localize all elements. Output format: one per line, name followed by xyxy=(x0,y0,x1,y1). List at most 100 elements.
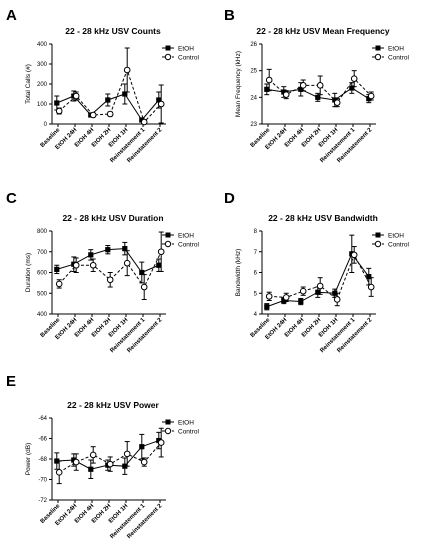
data-point xyxy=(141,284,147,290)
data-point xyxy=(54,100,59,105)
y-tick-label: -66 xyxy=(38,437,47,443)
data-point xyxy=(158,440,164,446)
legend-marker xyxy=(376,233,381,238)
y-tick-label: 7 xyxy=(254,250,258,256)
data-point xyxy=(156,263,161,268)
panel-letter: D xyxy=(224,190,235,207)
panel-d: D 22 - 28 kHz USV Bandwidth 4 5 6 7 8 Bandwidth… xyxy=(224,190,410,354)
y-tick-label: 300 xyxy=(37,62,48,68)
chart-title: 22 - 28 kHz USV Bandwidth xyxy=(268,213,378,223)
y-tick-label: 23 xyxy=(250,122,257,128)
data-point xyxy=(90,452,96,458)
legend: EtOH Control xyxy=(162,419,200,435)
data-point xyxy=(88,467,93,472)
y-tick-label: 8 xyxy=(254,229,258,235)
data-point xyxy=(105,97,110,102)
panel-letter: C xyxy=(6,190,17,207)
legend-marker xyxy=(166,46,171,51)
data-point xyxy=(334,100,340,106)
legend-marker xyxy=(166,420,171,425)
data-point xyxy=(351,76,357,82)
y-tick-label: 700 xyxy=(37,250,48,256)
data-point xyxy=(158,249,164,255)
data-point xyxy=(334,297,340,303)
legend-label: Control xyxy=(388,54,410,61)
y-tick-label: -70 xyxy=(38,478,47,484)
data-point xyxy=(124,67,130,73)
legend-label: EtOH xyxy=(388,232,404,239)
legend-marker xyxy=(165,241,170,246)
data-point xyxy=(368,284,374,290)
y-tick-label: -68 xyxy=(38,457,47,463)
panel-letter: E xyxy=(6,373,16,390)
y-axis-label: Power (dB) xyxy=(25,443,32,476)
y-axis-label: Total Calls (#) xyxy=(25,64,32,104)
legend: EtOH Control xyxy=(372,45,410,61)
data-point xyxy=(105,247,110,252)
legend-marker xyxy=(376,46,381,51)
data-point xyxy=(124,260,130,266)
y-tick-label: 200 xyxy=(37,82,48,88)
data-point xyxy=(73,262,79,268)
y-tick-label: 800 xyxy=(37,229,48,235)
legend-label: EtOH xyxy=(388,45,404,52)
data-point xyxy=(317,283,323,289)
chart-title: 22 - 28 kHz USV Counts xyxy=(65,26,161,36)
y-tick-label: 600 xyxy=(37,271,48,277)
y-tick-label: 400 xyxy=(37,312,48,318)
y-tick-label: -64 xyxy=(38,416,47,422)
series-etoh xyxy=(54,84,161,123)
y-tick-label: 4 xyxy=(254,312,258,318)
data-point xyxy=(300,288,306,294)
data-point xyxy=(54,267,59,272)
data-point xyxy=(266,77,272,83)
data-point xyxy=(368,93,374,99)
data-point xyxy=(366,274,371,279)
data-point xyxy=(317,83,323,89)
legend-label: Control xyxy=(178,241,200,248)
series-control xyxy=(56,428,164,483)
data-point xyxy=(315,95,320,100)
y-tick-label: 6 xyxy=(254,271,258,277)
legend-label: Control xyxy=(178,428,200,435)
y-tick-label: 25 xyxy=(250,69,257,75)
panel-c: C 22 - 28 kHz USV Duration 400 500 600 700 800… xyxy=(6,190,200,354)
legend-marker xyxy=(165,428,170,433)
data-point xyxy=(90,112,96,118)
series-etoh xyxy=(54,242,161,282)
legend-marker xyxy=(375,54,380,59)
legend-label: EtOH xyxy=(178,232,194,239)
data-point xyxy=(141,459,147,465)
legend-marker xyxy=(375,241,380,246)
y-axis-label: Duration (ms) xyxy=(25,253,32,292)
y-axis-label: Bandwidth (kHz) xyxy=(235,249,242,297)
legend-label: EtOH xyxy=(178,419,194,426)
data-point xyxy=(298,299,303,304)
series-control xyxy=(266,247,374,306)
y-tick-label: 400 xyxy=(37,42,48,48)
y-axis-label: Mean Frequency (kHz) xyxy=(235,51,242,117)
legend: EtOH Control xyxy=(372,232,410,248)
y-tick-label: 26 xyxy=(250,42,257,48)
legend: EtOH Control xyxy=(162,45,200,61)
data-point xyxy=(88,252,93,257)
panel-a: A22 - 28 kHz USV Counts0100200300400Tota… xyxy=(6,7,200,164)
data-point xyxy=(158,101,164,107)
data-point xyxy=(90,262,96,268)
data-point xyxy=(56,470,62,476)
data-point xyxy=(107,111,113,117)
y-tick-label: 0 xyxy=(44,122,48,128)
data-point xyxy=(107,461,113,467)
data-point xyxy=(124,451,130,457)
y-tick-label: 5 xyxy=(254,291,258,297)
data-point xyxy=(56,108,62,114)
y-tick-label: 500 xyxy=(37,291,48,297)
data-point xyxy=(73,93,79,99)
data-point xyxy=(300,83,306,89)
data-point xyxy=(107,277,113,283)
legend: EtOH Control xyxy=(162,232,200,248)
chart-title: 22 - 28 kHz USV Mean Frequency xyxy=(256,26,389,36)
y-tick-label: 24 xyxy=(250,95,257,101)
data-point xyxy=(266,294,272,300)
chart-title: 22 - 28 kHz USV Duration xyxy=(62,213,163,223)
